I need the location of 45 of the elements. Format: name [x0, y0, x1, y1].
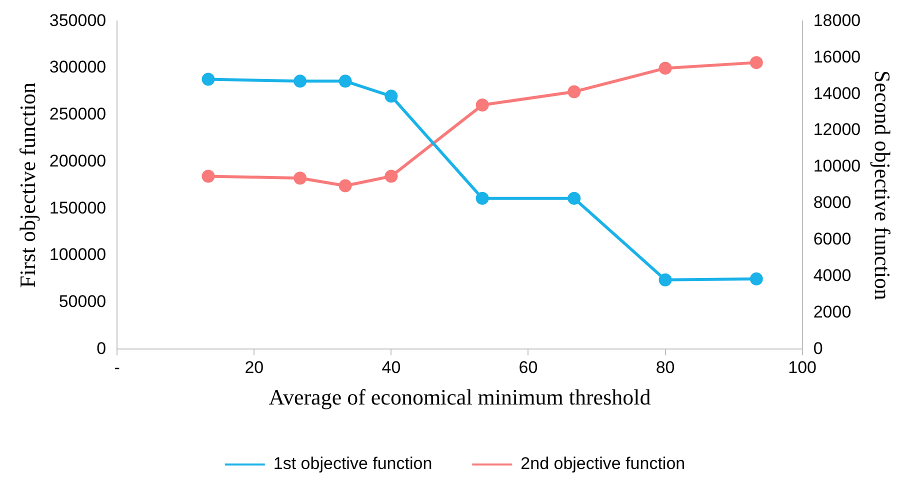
- x-axis-title: Average of economical minimum threshold: [268, 384, 651, 410]
- legend-label: 2nd objective function: [520, 454, 686, 474]
- y2-tick-label: 8000: [813, 193, 852, 212]
- y2-tick-label: 10000: [813, 156, 861, 176]
- y2-tick-label: 2000: [813, 302, 852, 322]
- y-tick-label: 0: [96, 338, 106, 358]
- point: [338, 74, 352, 88]
- y2-tick-label: 0: [813, 338, 823, 358]
- point: [202, 170, 215, 183]
- x-tick-label: 80: [656, 358, 675, 378]
- y-tick-label: 100000: [49, 245, 106, 264]
- y-tick-label: 200000: [49, 151, 106, 170]
- point: [568, 85, 581, 98]
- point: [294, 74, 307, 88]
- point: [476, 192, 489, 205]
- y-tick-label: 50000: [58, 292, 106, 312]
- y-tick-label: 350000: [49, 10, 106, 30]
- x-tick-label: 40: [382, 358, 401, 378]
- x-tick-label: 100: [788, 358, 817, 378]
- point: [568, 192, 581, 205]
- point: [750, 56, 763, 70]
- x-tick-label: 20: [244, 358, 264, 378]
- y-tick-label: 150000: [49, 198, 106, 218]
- point: [338, 179, 352, 192]
- y-tick-label: 300000: [49, 58, 106, 77]
- point: [658, 273, 672, 286]
- x-tick-label: 60: [518, 358, 538, 378]
- y2-axis-title: Second objective function: [870, 70, 896, 300]
- y2-tick-label: 6000: [813, 230, 852, 249]
- y2-tick-label: 4000: [813, 266, 852, 285]
- y-axis-title: First objective function: [14, 82, 40, 288]
- x-tick-label: -: [114, 358, 120, 378]
- point: [202, 72, 215, 86]
- point: [294, 172, 307, 185]
- point: [476, 98, 489, 112]
- legend-label: 1st objective function: [273, 454, 432, 474]
- point: [658, 62, 672, 75]
- y2-tick-label: 18000: [813, 10, 861, 30]
- point: [384, 170, 398, 183]
- point: [750, 272, 763, 286]
- y-tick-label: 250000: [49, 104, 106, 124]
- point: [384, 90, 398, 103]
- y2-tick-label: 14000: [813, 84, 861, 103]
- y2-tick-label: 16000: [813, 47, 861, 66]
- y2-tick-label: 12000: [813, 120, 861, 140]
